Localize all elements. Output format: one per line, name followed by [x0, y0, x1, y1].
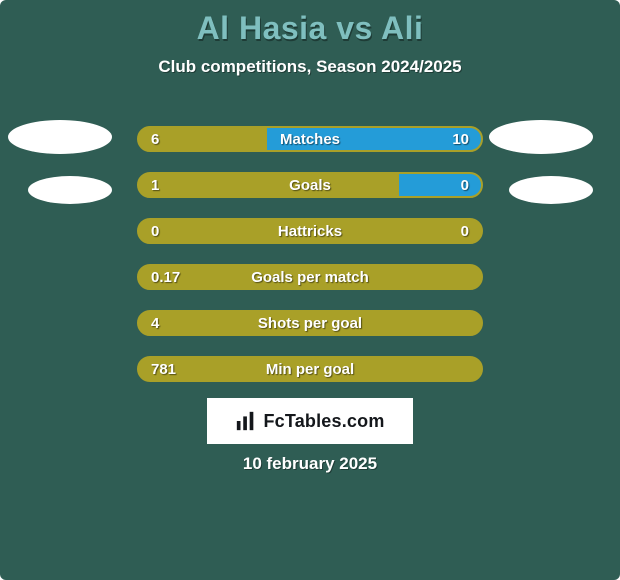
player1-fill [139, 312, 481, 334]
player2-badge-placeholder [489, 120, 593, 154]
player1-fill [139, 358, 481, 380]
stat-row: 00Hattricks [137, 218, 483, 244]
player2-fill [399, 174, 481, 196]
player1-fill [139, 220, 481, 242]
logo-text: FcTables.com [263, 411, 384, 432]
stat-row: 781Min per goal [137, 356, 483, 382]
player2-flag-placeholder [509, 176, 593, 204]
player1-fill [139, 128, 267, 150]
stat-row: 4Shots per goal [137, 310, 483, 336]
page-title: Al Hasia vs Ali [0, 0, 620, 47]
fctables-logo: FcTables.com [207, 398, 413, 444]
player1-flag-placeholder [28, 176, 112, 204]
bars-icon [235, 410, 257, 432]
stat-row: 10Goals [137, 172, 483, 198]
player1-badge-placeholder [8, 120, 112, 154]
comparison-card: Al Hasia vs Ali Club competitions, Seaso… [0, 0, 620, 580]
player1-fill [139, 266, 481, 288]
player1-fill [139, 174, 399, 196]
stat-bars: 610Matches 10Goals 00Hattricks 0.17Goals pe… [137, 126, 483, 402]
subtitle: Club competitions, Season 2024/2025 [0, 57, 620, 77]
stat-row: 610Matches [137, 126, 483, 152]
stat-row: 0.17Goals per match [137, 264, 483, 290]
player2-fill [267, 128, 481, 150]
generation-date: 10 february 2025 [0, 454, 620, 474]
